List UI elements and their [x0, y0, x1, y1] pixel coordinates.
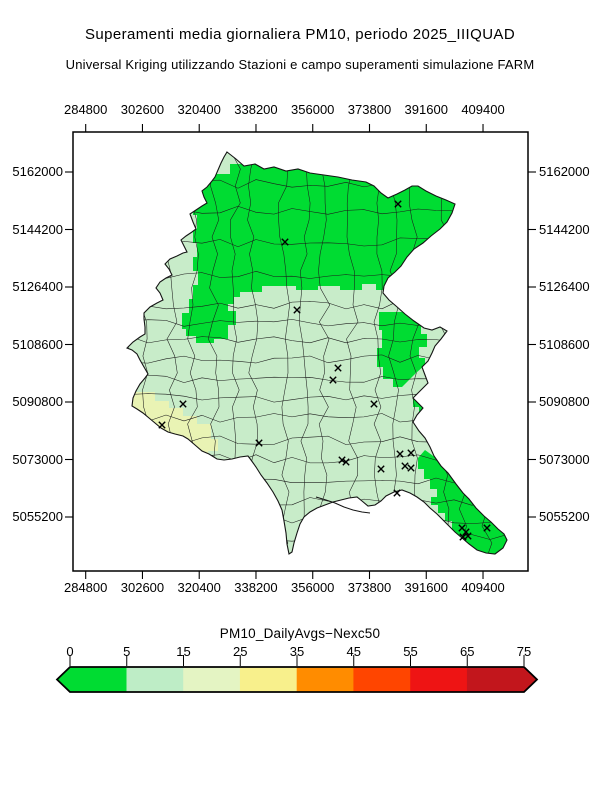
- figure-subtitle: Universal Kriging utilizzando Stazioni e…: [65, 57, 535, 72]
- colorbar-tick-label: 65: [460, 644, 475, 659]
- x-axis-label-bottom: 284800: [63, 580, 108, 595]
- y-axis-label-right: 5162000: [539, 164, 590, 179]
- y-axis-label-right: 5126400: [539, 279, 590, 294]
- x-axis-label-bottom: 391600: [404, 580, 448, 595]
- station-marker-x: [462, 528, 470, 536]
- y-axis-label-right: 5055200: [539, 509, 590, 524]
- plot-frame: [72, 131, 529, 572]
- colorbar: [55, 655, 539, 693]
- mesh-line: [112, 556, 526, 564]
- x-axis-label-top: 356000: [291, 102, 335, 117]
- mesh-line: [373, 152, 383, 554]
- y-axis-label-right: 5108600: [539, 336, 590, 352]
- station-marker-x: [255, 439, 263, 447]
- colorbar-segment: [296, 667, 355, 692]
- y-axis-label-left: 5126400: [12, 279, 63, 294]
- y-axis-label-left: 5162000: [12, 164, 63, 179]
- station-marker-x: [401, 462, 409, 470]
- station-marker-x: [464, 532, 472, 540]
- colorbar-tick-label: 5: [123, 644, 131, 659]
- station-marker-x: [342, 458, 350, 466]
- axis-tick-marks: [65, 124, 536, 579]
- station-marker-x: [179, 400, 187, 408]
- x-axis-label-bottom: 302600: [120, 580, 165, 595]
- x-axis-label-bottom: 409400: [461, 580, 505, 595]
- x-axis-label-top: 409400: [461, 102, 505, 117]
- colorbar-segment: [410, 667, 468, 692]
- x-axis-label-top: 320400: [177, 102, 221, 117]
- station-marker-x: [377, 465, 385, 473]
- x-axis-label-bottom: 320400: [177, 580, 221, 595]
- x-axis-label-top: 391600: [404, 102, 448, 117]
- y-axis-label-left: 5090800: [12, 394, 63, 409]
- mesh-line: [481, 152, 494, 554]
- station-marker-x: [334, 364, 342, 372]
- region-outline: [126, 151, 508, 555]
- station-marker-x: [483, 524, 491, 532]
- station-markers: [158, 200, 491, 541]
- mesh-line: [408, 152, 420, 554]
- x-axis-label-bottom: 338200: [234, 580, 278, 595]
- y-axis-label-left: 5073000: [12, 451, 63, 467]
- mesh-line: [298, 152, 311, 554]
- colorbar-tick-label: 0: [66, 644, 74, 659]
- station-marker-x: [458, 524, 466, 532]
- x-axis-label-bottom: 356000: [291, 580, 335, 595]
- y-axis-label-left: 5055200: [12, 509, 63, 524]
- colorbar-segment: [353, 667, 411, 692]
- colorbar-segment: [183, 667, 241, 692]
- station-marker-x: [459, 533, 467, 541]
- mesh-line: [503, 152, 507, 554]
- colorbar-segment: [126, 667, 184, 692]
- mesh-line: [278, 152, 290, 554]
- colorbar-tick-label: 75: [516, 644, 532, 659]
- station-marker-x: [370, 400, 378, 408]
- station-marker-x: [338, 456, 346, 464]
- lagoon-barrier-line: [315, 496, 371, 514]
- mesh-line: [318, 152, 331, 554]
- map-layers: [112, 152, 526, 564]
- x-axis-label-top: 338200: [234, 102, 278, 117]
- station-marker-x: [393, 489, 401, 497]
- y-axis-label-right: 5090800: [539, 394, 590, 409]
- colorbar-tick-label: 25: [233, 644, 248, 659]
- x-axis-label-top: 302600: [120, 102, 165, 117]
- y-axis-label-left: 5108600: [12, 336, 63, 352]
- colorbar-tick-label: 35: [289, 644, 305, 659]
- colorbar-segment: [69, 667, 128, 692]
- station-marker-x: [407, 449, 415, 457]
- station-marker-x: [293, 306, 301, 314]
- y-axis-label-right: 5144200: [539, 221, 590, 237]
- colorbar-left-arrow: [57, 667, 70, 692]
- mesh-line: [127, 152, 507, 153]
- station-marker-x: [158, 421, 166, 429]
- station-marker-x: [396, 450, 404, 458]
- colorbar-tick-label: 55: [403, 644, 418, 659]
- station-marker-x: [407, 464, 415, 472]
- x-axis-label-bottom: 373800: [347, 580, 392, 595]
- y-axis-label-right: 5073000: [539, 451, 590, 467]
- station-marker-x: [329, 376, 337, 384]
- overlay-southeast-strip-low-band: [418, 450, 507, 554]
- x-axis-label-top: 284800: [63, 102, 108, 117]
- colorbar-title: PM10_DailyAvgs−Nexc50: [219, 626, 381, 641]
- mesh-line: [346, 152, 359, 554]
- colorbar-segment: [466, 667, 525, 692]
- colorbar-segment: [239, 667, 298, 692]
- y-axis-label-left: 5144200: [12, 221, 63, 237]
- colorbar-tick-label: 45: [346, 644, 361, 659]
- colorbar-right-arrow: [524, 667, 537, 692]
- figure-title: Superamenti media giornaliera PM10, peri…: [84, 26, 516, 43]
- mesh-line: [127, 152, 133, 554]
- station-marker-x: [394, 200, 402, 208]
- colorbar-outline: [55, 666, 539, 693]
- x-axis-label-top: 373800: [347, 102, 392, 117]
- station-marker-x: [281, 238, 289, 246]
- colorbar-tick-label: 15: [176, 644, 191, 659]
